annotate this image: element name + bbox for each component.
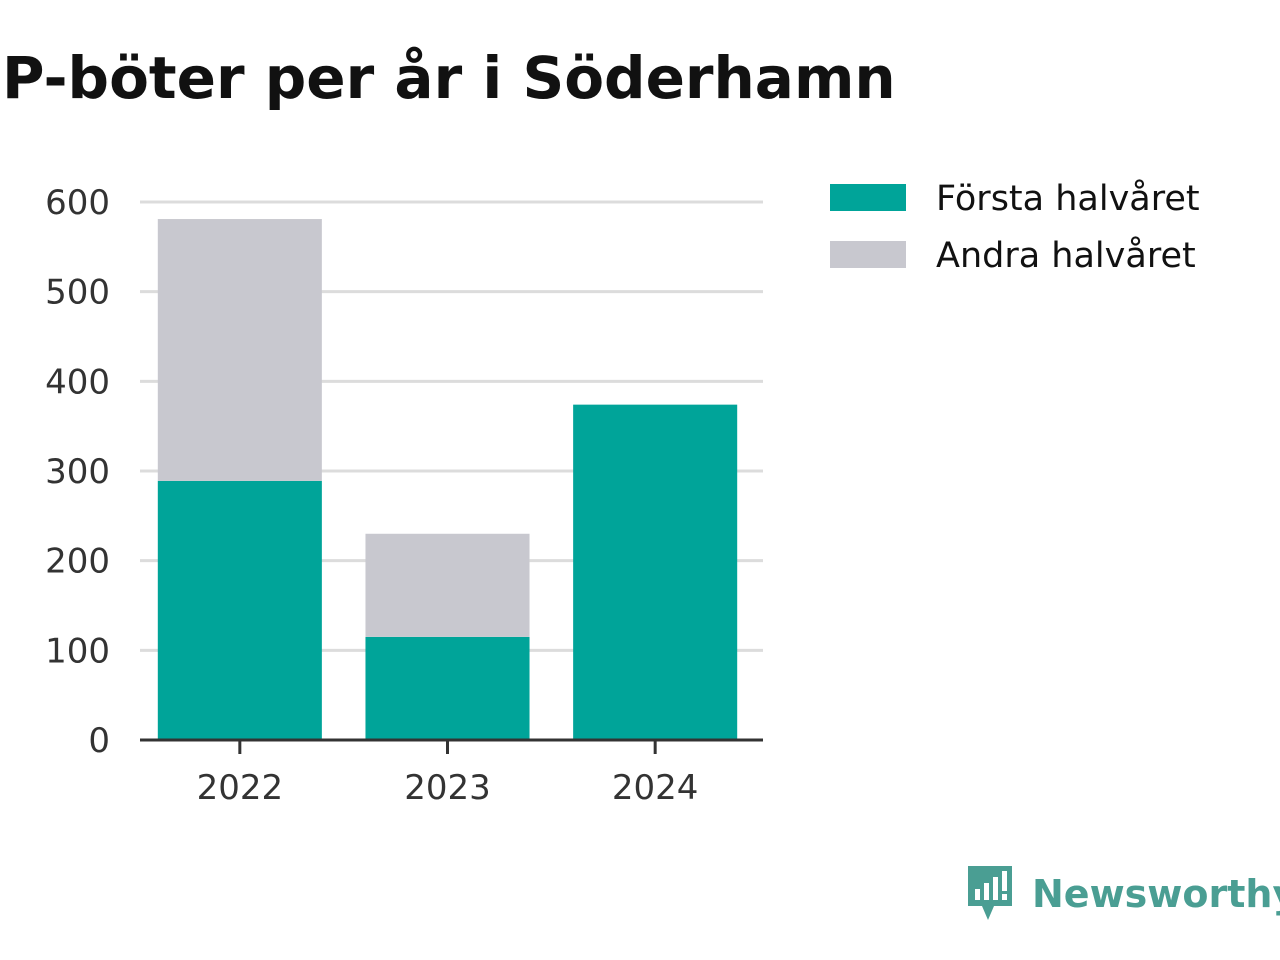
x-tick-label: 2024 xyxy=(612,768,699,808)
legend-label-0: Första halvåret xyxy=(936,178,1200,219)
newsworthy-brand: Newsworthy xyxy=(964,862,1280,926)
brand-name: Newsworthy xyxy=(1032,872,1280,916)
y-tick-label: 100 xyxy=(45,631,110,671)
legend-label-1: Andra halvåret xyxy=(936,235,1196,276)
bar-2023-series-1 xyxy=(365,533,530,637)
axes: 0 100 200 300 400 500 600 2022 2023 2024 xyxy=(45,183,763,808)
y-tick-label: 0 xyxy=(88,721,110,761)
y-tick-label: 600 xyxy=(45,183,110,223)
x-tick-label: 2022 xyxy=(197,768,284,808)
y-tick-label: 300 xyxy=(45,452,110,492)
y-tick-label: 500 xyxy=(45,273,110,313)
bars xyxy=(157,219,738,740)
bar-2022-series-0 xyxy=(157,480,322,740)
legend: Första halvåret Andra halvåret xyxy=(830,178,1200,276)
bar-2024-series-0 xyxy=(573,404,738,740)
legend-swatch-1 xyxy=(830,241,906,268)
bar-2022-series-1 xyxy=(157,219,322,481)
bar-2023-series-0 xyxy=(365,636,530,740)
y-tick-label: 400 xyxy=(45,362,110,402)
legend-swatch-0 xyxy=(830,184,906,211)
x-tick-label: 2023 xyxy=(404,768,491,808)
stacked-bar-chart: 0 100 200 300 400 500 600 2022 2023 2024 Första h… xyxy=(45,178,1200,808)
chart-title: P-böter per år i Söderhamn xyxy=(2,44,896,112)
newsworthy-logo-icon xyxy=(968,866,1012,920)
y-tick-label: 200 xyxy=(45,542,110,582)
